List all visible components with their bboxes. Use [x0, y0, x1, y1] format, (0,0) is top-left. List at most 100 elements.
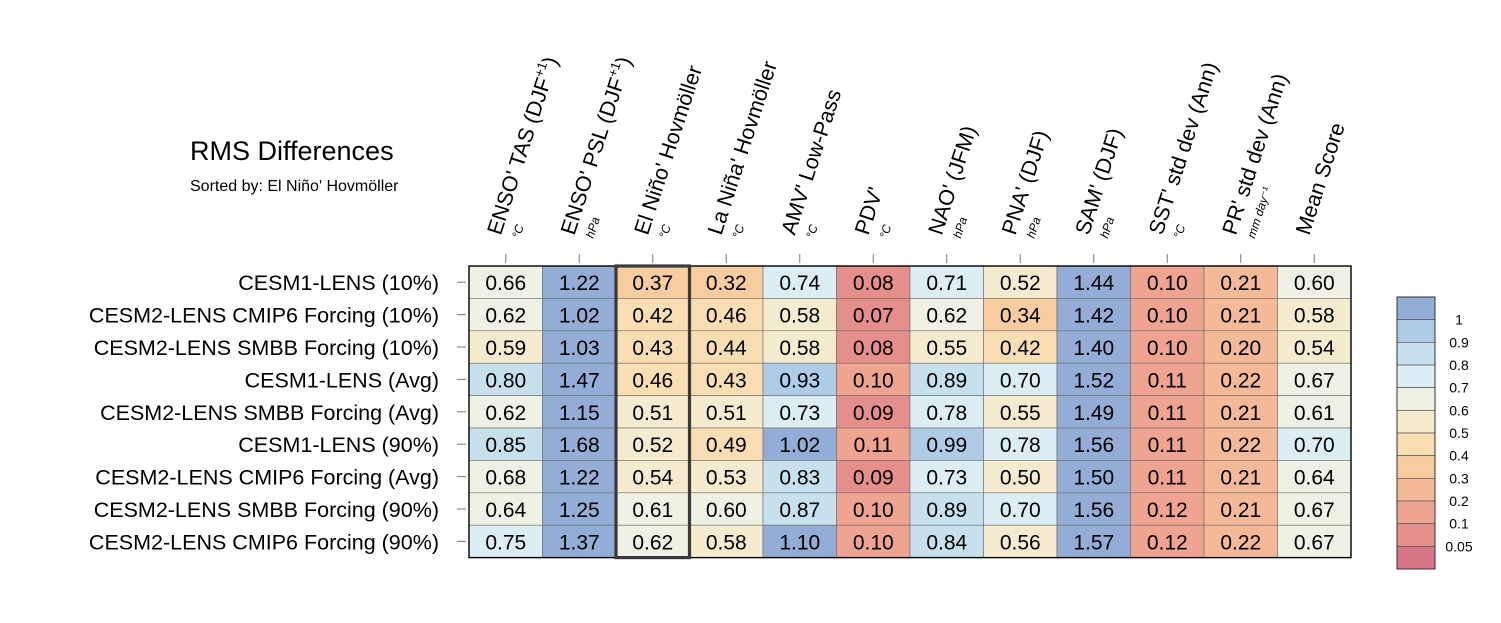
cell-value-label: 0.22 — [1220, 369, 1261, 392]
cell-value-label: 0.70 — [1000, 369, 1041, 392]
row-label: CESM2-LENS CMIP6 Forcing (90%) — [89, 530, 439, 554]
colorbar-swatch — [1396, 364, 1436, 389]
cell-value-label: 0.21 — [1220, 467, 1261, 490]
column-label-main: El Niño' Hovmöller — [630, 63, 707, 238]
heatmap-cell — [615, 298, 690, 332]
heatmap-cell — [1277, 330, 1352, 364]
cell-value-label: 1.47 — [559, 369, 600, 392]
row-label: CESM2-LENS CMIP6 Forcing (Avg) — [95, 466, 439, 490]
heatmap-cell — [762, 298, 837, 332]
heatmap-cell — [1130, 427, 1205, 461]
colorbar-tick-label: 0.5 — [1449, 425, 1469, 441]
chart-title: RMS Differences — [190, 136, 394, 166]
heatmap-cell — [615, 460, 690, 494]
cell-value-label: 0.22 — [1220, 434, 1261, 457]
cell-value-label: 1.02 — [559, 305, 600, 328]
cell-value-label: 1.44 — [1073, 272, 1114, 295]
cell-value-label: 0.75 — [485, 531, 526, 554]
cell-value-label: 0.12 — [1147, 499, 1188, 522]
cell-value-label: 0.89 — [926, 499, 967, 522]
heatmap-cell — [983, 395, 1058, 429]
cell-value-label: 0.46 — [632, 369, 673, 392]
heatmap-cell — [615, 492, 690, 526]
heatmap-cell — [836, 395, 911, 429]
column-label-main: SST' std dev (Ann) — [1144, 59, 1222, 237]
colorbar-tick-label: 0.7 — [1449, 380, 1469, 396]
cell-value-label: 0.67 — [1294, 499, 1335, 522]
column-unit-label: °C — [656, 222, 674, 239]
heatmap-cell — [762, 330, 837, 364]
cell-value-label: 0.21 — [1220, 272, 1261, 295]
colorbar-swatch — [1396, 387, 1436, 411]
colorbar-tick-label: 0.8 — [1449, 357, 1469, 373]
row-label: CESM2-LENS SMBB Forcing (10%) — [94, 336, 439, 360]
column-label-main: ENSO' TAS (DJF — [483, 75, 556, 238]
colorbar-swatch — [1396, 523, 1436, 547]
cell-value-label: 0.51 — [706, 402, 747, 425]
cell-value-label: 1.57 — [1073, 531, 1114, 554]
heatmap-cell — [689, 460, 764, 494]
heatmap-cell — [1130, 265, 1205, 299]
heatmap-cell — [615, 330, 690, 364]
cell-value-label: 0.08 — [853, 337, 894, 360]
column-unit-label: °C — [1171, 222, 1189, 239]
cell-value-label: 0.83 — [779, 467, 820, 490]
heatmap-cell — [615, 524, 690, 558]
heatmap-cell — [983, 330, 1058, 364]
cell-value-label: 0.34 — [1000, 305, 1041, 328]
heatmap-cell — [1056, 492, 1131, 526]
colorbar-swatch — [1396, 432, 1436, 457]
heatmap-cell — [1203, 460, 1278, 494]
heatmap-cell — [1203, 298, 1278, 332]
heatmap-cell — [983, 492, 1058, 526]
colorbar-swatch — [1396, 500, 1436, 525]
cell-value-label: 0.84 — [926, 531, 967, 554]
cell-value-label: 0.78 — [1000, 434, 1041, 457]
cell-value-label: 1.68 — [559, 434, 600, 457]
heatmap-cell — [689, 492, 764, 526]
cell-value-label: 0.60 — [1294, 272, 1335, 295]
column-label-main: AMV' Low-Pass — [777, 86, 847, 237]
column-label-superscript: +1 — [531, 60, 550, 79]
column-label-superscript: +1 — [605, 60, 624, 79]
colorbar-tick-label: 0.6 — [1449, 402, 1469, 418]
column-label-text: PNA' (DJF) — [997, 127, 1053, 237]
cell-value-label: 0.54 — [632, 467, 673, 490]
cell-value-label: 0.50 — [1000, 467, 1041, 490]
colorbar-tick-label: 0.2 — [1449, 493, 1469, 509]
heatmap-cell — [762, 524, 837, 558]
cell-value-label: 0.67 — [1294, 369, 1335, 392]
cell-value-label: 0.10 — [853, 369, 894, 392]
heatmap-cell — [1130, 492, 1205, 526]
heatmap-cell — [615, 362, 690, 396]
row-label: CESM2-LENS CMIP6 Forcing (10%) — [89, 304, 439, 328]
heatmap-cell — [836, 298, 911, 332]
heatmap-cell — [1056, 265, 1131, 299]
heatmap-cell — [542, 427, 617, 461]
cell-value-label: 0.11 — [854, 434, 893, 457]
cell-value-label: 1.02 — [779, 434, 820, 457]
column-label-text: La Niña' Hovmöller — [703, 58, 782, 238]
cell-value-label: 1.56 — [1073, 434, 1114, 457]
heatmap-cell — [762, 492, 837, 526]
heatmap-cell — [1203, 492, 1278, 526]
colorbar-swatch — [1396, 455, 1436, 479]
cell-value-label: 0.44 — [706, 337, 747, 360]
cell-value-label: 1.22 — [559, 467, 600, 490]
cell-value-label: 0.61 — [632, 499, 673, 522]
cell-value-label: 0.71 — [926, 272, 967, 295]
heatmap-cell — [1277, 298, 1352, 332]
heatmap-cell — [1203, 524, 1278, 558]
heatmap-cell — [1277, 427, 1352, 461]
cell-value-label: 0.52 — [1000, 272, 1041, 295]
cell-value-label: 0.43 — [632, 337, 673, 360]
row-label: CESM2-LENS SMBB Forcing (90%) — [94, 498, 439, 522]
column-unit-label: hPa — [1024, 215, 1044, 240]
heatmap-cell — [468, 362, 543, 396]
cell-value-label: 0.99 — [926, 434, 967, 457]
cell-value-label: 0.09 — [853, 402, 894, 425]
colorbar-tick-label: 0.05 — [1445, 538, 1472, 554]
heatmap-cell — [542, 524, 617, 558]
cell-value-label: 0.64 — [485, 499, 526, 522]
